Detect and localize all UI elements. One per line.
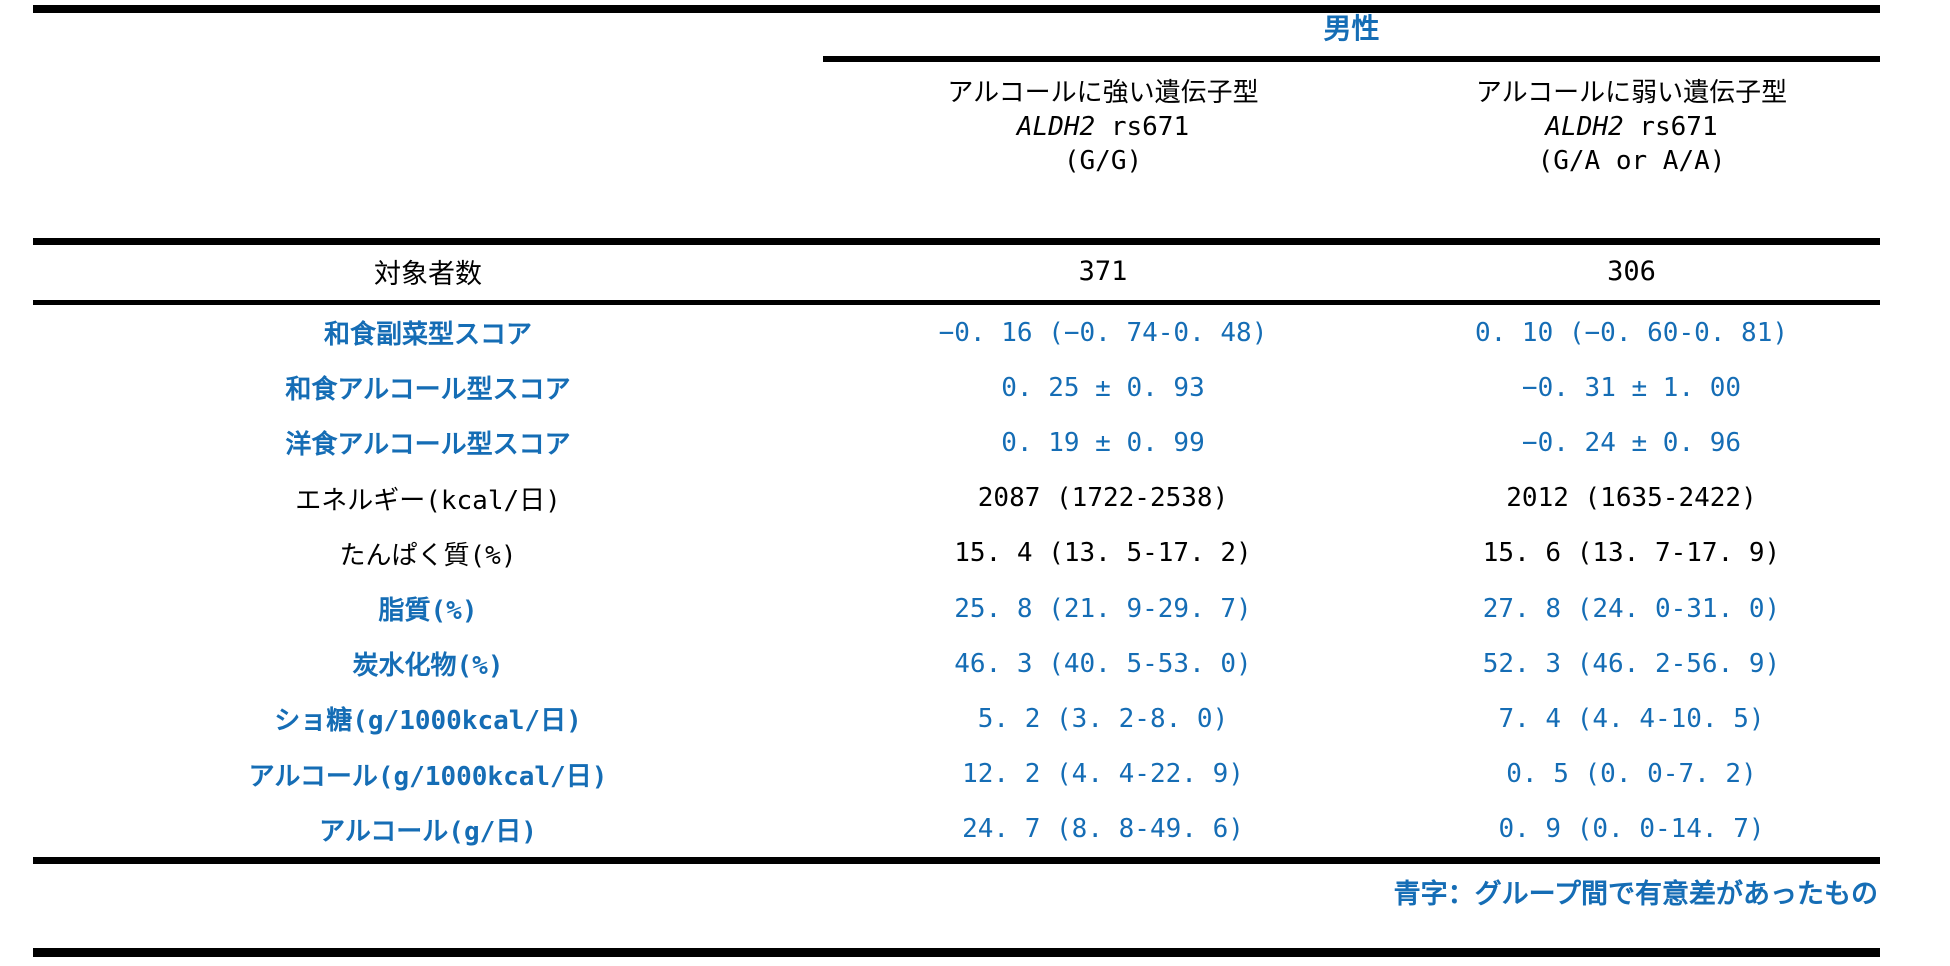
footnote-blue-legend: 青字：グループ間で有意差があったもの [1393,879,1878,910]
row-value-weak: 52. 3 (46. 2-56. 9) [1482,648,1781,679]
rule-subjects-bottom [33,300,1880,305]
row-value-strong: 0. 25 ± 0. 93 [1001,372,1205,403]
row-value-weak: −0. 24 ± 0. 96 [1521,427,1742,458]
column-header-weak-genotype: (G/A or A/A) [1537,146,1726,176]
row-label: 脂質(%) [378,596,478,627]
row-value-weak: 27. 8 (24. 0-31. 0) [1482,593,1781,624]
rule-body-bottom [33,857,1880,864]
row-value-strong: −0. 16 (−0. 74-0. 48) [938,317,1268,348]
table-row: 炭水化物(%) 46. 3 (40. 5-53. 0) 52. 3 (46. 2-5… [33,636,1880,691]
row-label: 和食アルコール型スコア [285,375,571,406]
row-value-strong: 5. 2 (3. 2-8. 0) [977,703,1229,734]
row-label: ショ糖(g/1000kcal/日) [274,706,582,737]
row-value-weak: 2012 (1635-2422) [1506,483,1757,514]
column-header-strong-gene: ALDH2 rs671 [823,110,1383,144]
row-value-weak: 0. 9 (0. 0-14. 7) [1498,814,1765,845]
column-header-weak: アルコールに弱い遺伝子型 ALDH2 rs671 (G/A or A/A) [1383,76,1880,178]
row-label: アルコール(g/日) [319,816,537,847]
subjects-label: 対象者数 [374,259,482,290]
table-row: エネルギー(kcal/日) 2087 (1722-2538) 2012 (1635-… [33,471,1880,526]
row-value-strong: 24. 7 (8. 8-49. 6) [962,814,1244,845]
row-label: たんぱく質(%) [339,540,517,571]
row-label: 洋食アルコール型スコア [285,430,571,461]
column-header-weak-title: アルコールに弱い遺伝子型 [1475,78,1788,108]
gene-rsid: rs671 [1095,112,1190,142]
row-label: 和食副菜型スコア [323,320,532,351]
table-row: 洋食アルコール型スコア 0. 19 ± 0. 99 −0. 24 ± 0. 96 [33,415,1880,470]
subjects-count-weak: 306 [1607,256,1656,287]
column-header-strong-genotype: (G/G) [1063,146,1143,176]
row-label: 炭水化物(%) [352,651,504,682]
row-value-weak: −0. 31 ± 1. 00 [1521,372,1742,403]
row-value-weak: 15. 6 (13. 7-17. 9) [1482,538,1781,569]
column-headers: アルコールに強い遺伝子型 ALDH2 rs671 (G/G) アルコールに弱い遺… [823,76,1880,178]
column-header-strong-title: アルコールに強い遺伝子型 [947,78,1259,108]
rule-header-bottom [33,238,1880,245]
gene-name-italic: ALDH2 [1016,112,1096,142]
row-value-strong: 0. 19 ± 0. 99 [1001,427,1205,458]
row-value-weak: 0. 10 (−0. 60-0. 81) [1474,317,1789,348]
row-label: エネルギー(kcal/日) [295,485,561,516]
row-value-weak: 7. 4 (4. 4-10. 5) [1498,703,1765,734]
table-row: たんぱく質(%) 15. 4 (13. 5-17. 2) 15. 6 (13. 7-… [33,526,1880,581]
row-value-strong: 25. 8 (21. 9-29. 7) [954,593,1252,624]
subjects-row: 対象者数 371 306 [33,243,1880,300]
row-value-strong: 46. 3 (40. 5-53. 0) [954,648,1252,679]
table-row: 和食アルコール型スコア 0. 25 ± 0. 93 −0. 31 ± 1. 00 [33,360,1880,415]
table-row: アルコール(g/日) 24. 7 (8. 8-49. 6) 0. 9 (0. 0-1… [33,802,1880,857]
gene-name-italic: ALDH2 [1545,112,1624,142]
table-row: 脂質(%) 25. 8 (21. 9-29. 7) 27. 8 (24. 0-31.… [33,581,1880,636]
gene-rsid: rs671 [1623,112,1718,142]
rule-page-bottom [33,948,1880,957]
rule-under-male [823,56,1880,62]
table-row: 和食副菜型スコア −0. 16 (−0. 74-0. 48) 0. 10 (−0. … [33,305,1880,360]
table-row: ショ糖(g/1000kcal/日) 5. 2 (3. 2-8. 0) 7. 4 (4… [33,691,1880,746]
results-table: 男性 アルコールに強い遺伝子型 ALDH2 rs671 (G/G) アルコールに… [33,0,1880,966]
table-row: アルコール(g/1000kcal/日) 12. 2 (4. 4-22. 9) 0. … [33,747,1880,802]
column-header-strong: アルコールに強い遺伝子型 ALDH2 rs671 (G/G) [823,76,1383,178]
rule-top [33,5,1880,13]
row-value-weak: 0. 5 (0. 0-7. 2) [1506,759,1757,790]
row-value-strong: 2087 (1722-2538) [977,483,1229,514]
subjects-count-strong: 371 [1078,256,1128,287]
row-value-strong: 12. 2 (4. 4-22. 9) [962,759,1244,790]
column-header-weak-gene: ALDH2 rs671 [1383,110,1880,144]
table-rows: 和食副菜型スコア −0. 16 (−0. 74-0. 48) 0. 10 (−0. … [33,305,1880,857]
row-value-strong: 15. 4 (13. 5-17. 2) [954,538,1252,569]
row-label: アルコール(g/1000kcal/日) [248,761,608,792]
group-header-male: 男性 [1323,12,1380,45]
